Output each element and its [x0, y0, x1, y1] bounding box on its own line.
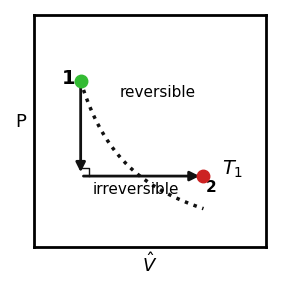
Y-axis label: P: P — [15, 113, 26, 131]
Text: 1: 1 — [62, 70, 76, 88]
Text: 2: 2 — [206, 180, 217, 194]
X-axis label: $\hat{V}$: $\hat{V}$ — [142, 252, 158, 276]
Text: reversible: reversible — [120, 85, 196, 100]
Text: irreversible: irreversible — [92, 182, 179, 197]
Text: $T_1$: $T_1$ — [222, 159, 243, 180]
